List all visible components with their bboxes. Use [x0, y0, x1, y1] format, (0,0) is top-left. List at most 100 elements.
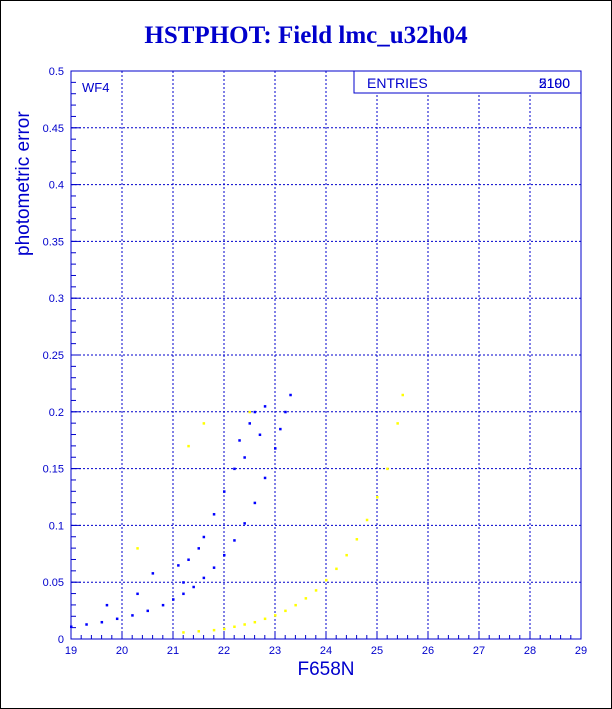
data-point: [146, 609, 149, 613]
y-tick-label: 0.3: [49, 293, 64, 305]
data-point: [248, 410, 251, 414]
data-point: [233, 467, 236, 471]
y-tick-label: 0.2: [49, 407, 64, 419]
data-point: [85, 623, 88, 626]
data-point: [212, 566, 216, 569]
data-point: [233, 625, 236, 629]
data-point: [202, 535, 206, 539]
data-point: [100, 620, 104, 624]
stats-entries-label: ENTRIES: [367, 75, 428, 91]
data-point: [192, 585, 195, 589]
data-point: [212, 628, 216, 632]
data-point: [151, 572, 155, 575]
data-point: [253, 501, 257, 505]
x-tick-label: 19: [65, 645, 77, 657]
data-point: [161, 603, 165, 607]
chart-title: HSTPHOT: Field lmc_u32h04: [144, 22, 468, 49]
data-point: [202, 576, 206, 580]
data-point: [396, 422, 399, 425]
x-tick-label: 23: [269, 645, 281, 657]
data-point: [258, 433, 262, 437]
x-tick-label: 28: [524, 645, 536, 657]
data-point: [187, 444, 190, 448]
y-axis-label: photometric error: [13, 111, 34, 256]
data-point: [243, 456, 246, 459]
data-point: [70, 625, 73, 629]
data-point: [401, 393, 404, 397]
x-tick-label: 20: [116, 645, 128, 657]
data-point: [182, 592, 185, 596]
tick-labels: 19 20 21 22 23 24 25 26 27 28 29 0 0.05 0.1 0.15 0.2 0.2…: [43, 66, 588, 657]
y-tick-label: 0.1: [49, 520, 64, 532]
x-tick-label: 24: [320, 645, 332, 657]
data-point: [284, 609, 287, 613]
panel-label: WF4: [82, 80, 109, 95]
data-point: [279, 427, 282, 431]
stats-entries-value-overprint: 5100: [539, 75, 570, 91]
data-point: [263, 617, 267, 621]
data-point: [386, 467, 389, 471]
data-point: [335, 567, 338, 571]
data-point: [182, 631, 185, 634]
y-tick-label: 0.35: [43, 236, 64, 248]
data-point: [284, 410, 287, 414]
data-point: [233, 539, 236, 542]
data-point: [136, 592, 139, 596]
data-point: [365, 518, 369, 522]
data-point: [172, 598, 175, 601]
data-point: [182, 581, 185, 584]
x-axis-label: F658N: [297, 659, 354, 680]
data-point: [263, 476, 267, 480]
data-point: [325, 578, 328, 582]
data-point: [355, 538, 359, 541]
y-tick-label: 0.15: [43, 464, 64, 476]
x-tick-label: 21: [167, 645, 179, 657]
data-point: [243, 623, 246, 626]
data-point: [238, 439, 241, 442]
x-tick-label: 25: [371, 645, 383, 657]
data-point: [253, 410, 257, 414]
x-tick-label: 29: [575, 645, 587, 657]
stats-box-frame: [353, 70, 582, 94]
data-point: [212, 513, 216, 516]
data-points: [70, 393, 404, 634]
data-point: [223, 627, 226, 631]
x-tick-label: 22: [218, 645, 230, 657]
data-point: [248, 422, 251, 425]
y-tick-label: 0.4: [49, 180, 64, 192]
data-point: [289, 393, 292, 397]
y-tick-label: 0.25: [43, 350, 64, 362]
data-point: [223, 553, 226, 557]
data-point: [243, 522, 246, 525]
data-point: [274, 614, 277, 617]
stats-box: ENTRIES 2190 5100: [353, 70, 582, 94]
data-point: [345, 553, 348, 557]
data-point: [131, 614, 134, 617]
y-tick-label: 0.45: [43, 123, 64, 135]
data-point: [187, 558, 190, 561]
data-point: [294, 603, 297, 607]
data-point: [115, 617, 119, 621]
stats-entries-value: 2190: [539, 75, 570, 91]
data-point: [253, 620, 257, 624]
x-tick-label: 26: [422, 645, 434, 657]
y-tick-label: 0.05: [43, 577, 64, 589]
axis-ticks: [70, 70, 582, 640]
data-point: [177, 564, 180, 567]
y-tick-label: 0.5: [49, 66, 64, 78]
data-point: [197, 547, 200, 550]
data-point: [263, 405, 267, 408]
data-point: [197, 630, 200, 633]
x-tick-label: 27: [473, 645, 485, 657]
data-point: [202, 422, 206, 425]
data-point: [304, 597, 308, 600]
data-point: [136, 547, 139, 550]
y-tick-label: 0: [58, 634, 64, 646]
grid-lines: [71, 71, 581, 639]
data-point: [274, 447, 277, 450]
data-point: [376, 496, 379, 499]
data-point: [223, 490, 226, 493]
data-point: [105, 603, 109, 607]
data-point: [314, 589, 318, 592]
